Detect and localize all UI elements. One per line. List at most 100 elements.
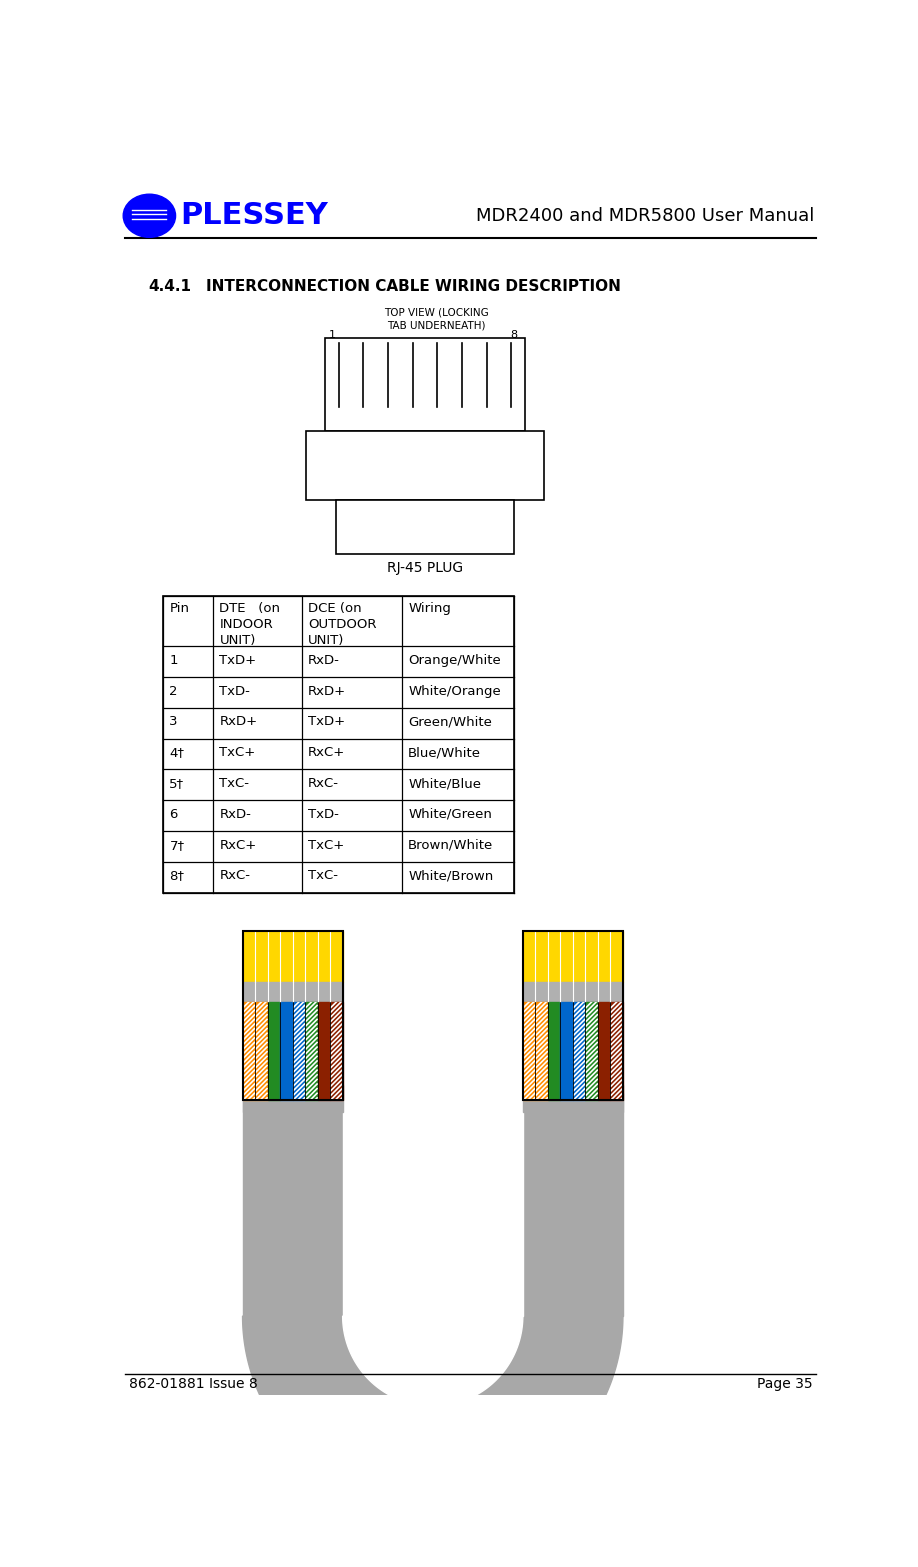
Bar <box>242 1084 342 1113</box>
Bar <box>598 1001 610 1100</box>
Bar <box>586 983 598 1001</box>
Bar <box>330 1001 342 1100</box>
Text: 7†: 7† <box>170 838 185 852</box>
Polygon shape <box>242 1316 623 1506</box>
Text: 3: 3 <box>170 716 178 729</box>
Bar <box>280 983 293 1001</box>
Bar <box>305 931 318 983</box>
Bar <box>523 1001 535 1100</box>
Bar <box>280 1001 293 1100</box>
Text: 1: 1 <box>170 653 178 668</box>
Text: White/Blue: White/Blue <box>409 777 481 790</box>
Text: Wiring: Wiring <box>409 602 451 616</box>
Bar <box>267 931 280 983</box>
Text: RxD+: RxD+ <box>219 716 258 729</box>
Text: 862-01881 Issue 8: 862-01881 Issue 8 <box>129 1377 257 1391</box>
Bar <box>267 1001 280 1100</box>
Bar <box>560 931 573 983</box>
Bar <box>598 931 610 983</box>
Text: Orange/White: Orange/White <box>409 653 501 668</box>
Bar <box>342 1092 523 1316</box>
Text: TxC+: TxC+ <box>308 838 344 852</box>
Bar <box>573 983 586 1001</box>
Text: White/Green: White/Green <box>409 809 492 821</box>
Bar <box>293 931 305 983</box>
Text: RJ-45 PLUG: RJ-45 PLUG <box>387 561 463 575</box>
Text: Page 35: Page 35 <box>756 1377 812 1391</box>
Bar <box>255 983 267 1001</box>
Text: RxC-: RxC- <box>219 870 251 882</box>
Text: TxC-: TxC- <box>219 777 250 790</box>
Bar <box>242 931 255 983</box>
Text: INTERCONNECTION CABLE WIRING DESCRIPTION: INTERCONNECTION CABLE WIRING DESCRIPTION <box>206 279 621 295</box>
Bar <box>293 1001 305 1100</box>
Text: TxC-: TxC- <box>308 870 338 882</box>
Text: MDR2400 and MDR5800 User Manual: MDR2400 and MDR5800 User Manual <box>476 207 814 224</box>
Bar <box>523 1084 623 1113</box>
Bar <box>306 431 544 500</box>
Text: Blue/White: Blue/White <box>409 746 481 760</box>
Ellipse shape <box>123 194 175 237</box>
Bar <box>280 931 293 983</box>
Text: TOP VIEW (LOCKING
TAB UNDERNEATH): TOP VIEW (LOCKING TAB UNDERNEATH) <box>385 307 489 331</box>
Bar <box>535 1001 548 1100</box>
Polygon shape <box>342 1316 523 1406</box>
Bar <box>610 1001 623 1100</box>
Bar <box>305 1001 318 1100</box>
Bar <box>548 1001 560 1100</box>
Text: 4.4.1: 4.4.1 <box>148 279 191 295</box>
Bar <box>293 983 305 1001</box>
Bar <box>610 931 623 983</box>
Text: Green/White: Green/White <box>409 716 492 729</box>
Bar <box>163 595 513 893</box>
Text: PLESSEY: PLESSEY <box>180 201 328 230</box>
Bar <box>318 1001 330 1100</box>
Bar <box>573 931 586 983</box>
Text: 8†: 8† <box>170 870 185 882</box>
Bar <box>337 500 513 553</box>
Bar <box>242 1092 342 1316</box>
Text: White/Brown: White/Brown <box>409 870 493 882</box>
Bar <box>586 931 598 983</box>
Bar <box>560 1001 573 1100</box>
Bar <box>535 931 548 983</box>
Bar <box>548 931 560 983</box>
Bar <box>242 983 255 1001</box>
Bar <box>242 1001 255 1100</box>
Bar <box>610 983 623 1001</box>
Bar <box>318 931 330 983</box>
Text: RxD-: RxD- <box>219 809 252 821</box>
Text: TxD+: TxD+ <box>219 653 256 668</box>
Bar <box>523 983 535 1001</box>
Bar <box>523 931 623 1100</box>
Bar <box>548 983 560 1001</box>
Text: RxC+: RxC+ <box>219 838 257 852</box>
Text: Pin: Pin <box>170 602 189 616</box>
Bar <box>586 1001 598 1100</box>
Bar <box>330 983 342 1001</box>
Bar <box>318 983 330 1001</box>
Text: 4†: 4† <box>170 746 185 760</box>
Bar <box>523 931 535 983</box>
Text: RxD+: RxD+ <box>308 685 346 697</box>
Text: RxC+: RxC+ <box>308 746 345 760</box>
Bar <box>255 1001 267 1100</box>
Text: TxC+: TxC+ <box>219 746 256 760</box>
Bar <box>255 931 267 983</box>
Bar <box>325 338 525 431</box>
Text: 2: 2 <box>170 685 178 697</box>
Text: 6: 6 <box>170 809 178 821</box>
Text: TxD+: TxD+ <box>308 716 345 729</box>
Bar <box>573 1001 586 1100</box>
Bar <box>305 983 318 1001</box>
Text: RxD-: RxD- <box>308 653 340 668</box>
Text: White/Orange: White/Orange <box>409 685 501 697</box>
Text: RxC-: RxC- <box>308 777 339 790</box>
Text: 5†: 5† <box>170 777 185 790</box>
Text: TxD-: TxD- <box>219 685 251 697</box>
Text: DCE (on
OUTDOOR
UNIT): DCE (on OUTDOOR UNIT) <box>308 602 376 647</box>
Bar <box>598 983 610 1001</box>
Text: 8: 8 <box>510 331 517 340</box>
Text: 1: 1 <box>330 331 336 340</box>
Text: TxD-: TxD- <box>308 809 339 821</box>
